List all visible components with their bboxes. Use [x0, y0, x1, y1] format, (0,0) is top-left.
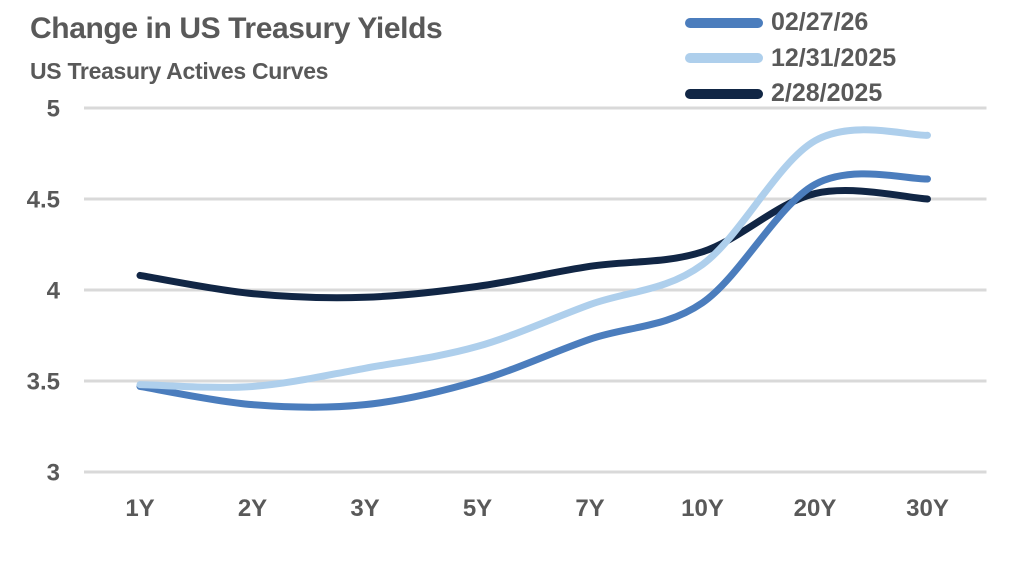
- x-tick-label: 3Y: [350, 495, 379, 522]
- x-tick-label: 30Y: [906, 495, 949, 522]
- x-tick-label: 5Y: [463, 495, 492, 522]
- x-tick-label: 1Y: [125, 495, 154, 522]
- y-tick-label: 5: [47, 96, 60, 123]
- x-tick-label: 10Y: [681, 495, 724, 522]
- y-tick-label: 3.5: [27, 369, 60, 396]
- chart-subtitle: US Treasury Actives Curves: [30, 58, 329, 84]
- x-tick-label: 20Y: [794, 495, 837, 522]
- legend-swatch: [685, 17, 763, 28]
- series-line-02-27-26: [136, 170, 931, 411]
- legend: 02/27/26 12/31/2025 2/28/2025: [685, 5, 896, 112]
- legend-item: 2/28/2025: [685, 76, 896, 112]
- legend-item: 12/31/2025: [685, 41, 896, 77]
- legend-label: 2/28/2025: [771, 79, 883, 108]
- y-tick-label: 4: [47, 278, 61, 305]
- series-line-2-28-2025: [136, 187, 931, 302]
- legend-swatch: [685, 88, 763, 99]
- y-tick-label: 3: [47, 460, 60, 487]
- series-line-12-31-2025: [136, 126, 931, 391]
- chart-title: Change in US Treasury Yields: [30, 12, 443, 45]
- x-tick-label: 2Y: [238, 495, 267, 522]
- legend-label: 12/31/2025: [771, 43, 897, 72]
- legend-swatch: [685, 53, 763, 64]
- y-tick-label: 4.5: [27, 187, 60, 214]
- legend-label: 02/27/26: [771, 8, 869, 37]
- x-tick-label: 7Y: [575, 495, 604, 522]
- legend-item: 02/27/26: [685, 5, 896, 41]
